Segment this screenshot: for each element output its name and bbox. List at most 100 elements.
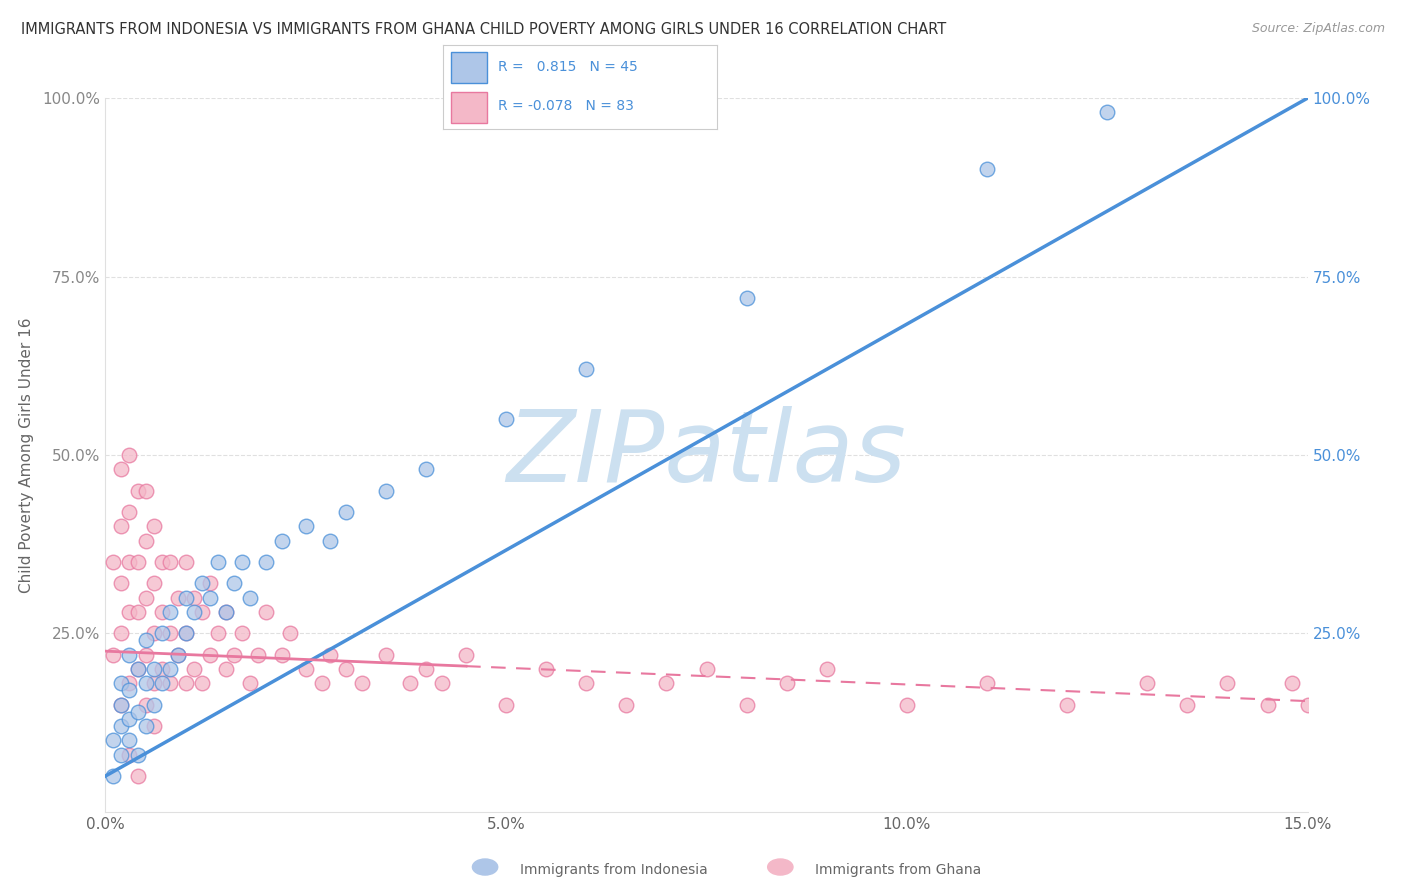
Point <box>239 676 262 690</box>
Point <box>142 676 165 690</box>
Point <box>110 676 132 690</box>
Point <box>430 676 453 690</box>
Point <box>110 698 132 712</box>
Point <box>142 719 165 733</box>
Point <box>214 605 236 619</box>
Point <box>222 648 245 662</box>
Point <box>454 648 477 662</box>
Point <box>135 698 157 712</box>
Point <box>1056 698 1078 712</box>
Point <box>174 676 197 690</box>
Point <box>159 662 181 676</box>
Point <box>103 555 125 569</box>
Point <box>118 648 141 662</box>
Point <box>190 676 212 690</box>
Point <box>207 555 229 569</box>
Point <box>142 698 165 712</box>
Point <box>254 555 277 569</box>
Point <box>118 448 141 462</box>
Point <box>110 462 132 476</box>
Text: Immigrants from Indonesia: Immigrants from Indonesia <box>520 863 709 877</box>
Point <box>335 662 357 676</box>
Point <box>135 533 157 548</box>
Text: Source: ZipAtlas.com: Source: ZipAtlas.com <box>1251 22 1385 36</box>
Y-axis label: Child Poverty Among Girls Under 16: Child Poverty Among Girls Under 16 <box>20 318 34 592</box>
Point <box>166 591 188 605</box>
Point <box>190 576 212 591</box>
Point <box>278 626 301 640</box>
Point <box>350 676 373 690</box>
Point <box>198 648 221 662</box>
Point <box>207 626 229 640</box>
Point <box>166 648 188 662</box>
Point <box>1177 698 1199 712</box>
Point <box>118 555 141 569</box>
Point <box>166 648 188 662</box>
Point <box>575 362 598 376</box>
Point <box>127 747 149 762</box>
Point <box>110 626 132 640</box>
Point <box>214 605 236 619</box>
Point <box>270 648 292 662</box>
Point <box>815 662 838 676</box>
Point <box>110 719 132 733</box>
Point <box>142 626 165 640</box>
Point <box>150 605 173 619</box>
Point <box>135 676 157 690</box>
Point <box>135 633 157 648</box>
Point <box>183 662 205 676</box>
Point <box>222 576 245 591</box>
Bar <box>451 92 486 122</box>
Point <box>735 698 758 712</box>
Point <box>214 662 236 676</box>
Point <box>118 505 141 519</box>
Point <box>976 676 998 690</box>
Point <box>110 747 132 762</box>
Point <box>976 162 998 177</box>
Point <box>118 676 141 690</box>
Point <box>127 662 149 676</box>
Point <box>142 662 165 676</box>
Point <box>239 591 262 605</box>
Point <box>142 519 165 533</box>
Point <box>335 505 357 519</box>
Point <box>374 648 398 662</box>
Point <box>127 555 149 569</box>
Point <box>150 626 173 640</box>
Point <box>150 555 173 569</box>
Point <box>1257 698 1279 712</box>
Point <box>246 648 269 662</box>
Text: R = -0.078   N = 83: R = -0.078 N = 83 <box>498 100 634 113</box>
Point <box>150 662 173 676</box>
Point <box>319 533 342 548</box>
Point <box>254 605 277 619</box>
Point <box>495 698 517 712</box>
Point <box>1281 676 1303 690</box>
Point <box>495 412 517 426</box>
Point <box>776 676 799 690</box>
Point <box>103 769 125 783</box>
Point <box>127 483 149 498</box>
Point <box>127 662 149 676</box>
Point <box>110 519 132 533</box>
Point <box>319 648 342 662</box>
Point <box>135 591 157 605</box>
Point <box>174 626 197 640</box>
Point <box>135 719 157 733</box>
Point <box>127 705 149 719</box>
Text: IMMIGRANTS FROM INDONESIA VS IMMIGRANTS FROM GHANA CHILD POVERTY AMONG GIRLS UND: IMMIGRANTS FROM INDONESIA VS IMMIGRANTS … <box>21 22 946 37</box>
Point <box>110 576 132 591</box>
Point <box>1296 698 1319 712</box>
Point <box>190 605 212 619</box>
Point <box>183 605 205 619</box>
Point <box>415 462 437 476</box>
Point <box>142 576 165 591</box>
Point <box>311 676 333 690</box>
Point <box>159 555 181 569</box>
Point <box>696 662 718 676</box>
Point <box>399 676 422 690</box>
Point <box>575 676 598 690</box>
Point <box>103 733 125 747</box>
Point <box>118 712 141 726</box>
Point <box>374 483 398 498</box>
